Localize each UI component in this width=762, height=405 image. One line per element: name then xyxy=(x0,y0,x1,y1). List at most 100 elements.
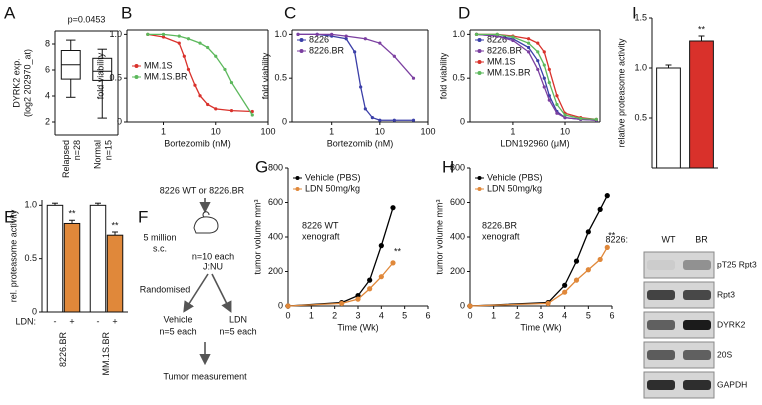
point xyxy=(353,50,357,54)
legend-marker xyxy=(477,60,482,64)
point xyxy=(594,117,598,121)
x-tick-label: 3 xyxy=(538,310,543,320)
panel-letter: E xyxy=(4,207,15,226)
x-tick-label: n=28 xyxy=(72,140,82,160)
series-line xyxy=(469,247,608,307)
diagram-text: n=5 each xyxy=(219,326,256,336)
blot-label: 20S xyxy=(717,349,732,359)
y-axis-label: fold viability xyxy=(95,52,105,99)
y-tick-label: 0 xyxy=(278,300,283,310)
point xyxy=(526,37,531,41)
legend-label: + xyxy=(69,316,74,326)
y-tick-label: 200 xyxy=(450,266,465,276)
x-tick-label: BR xyxy=(695,234,708,244)
point xyxy=(555,102,559,107)
point xyxy=(206,45,210,50)
panel-letter: G xyxy=(255,157,268,176)
point xyxy=(555,94,559,98)
legend-label: 8226.BR xyxy=(309,45,345,55)
point xyxy=(547,98,551,102)
x-tick-label: 6 xyxy=(609,310,614,320)
x-tick-label: 100 xyxy=(420,126,435,136)
y-tick-label: 1.0 xyxy=(24,200,37,210)
point xyxy=(563,113,567,117)
x-axis-label: Bortezomib (nM) xyxy=(327,138,394,148)
diagram-text: n=5 each xyxy=(159,326,196,336)
y-axis-label: (log2 202970_at) xyxy=(22,49,32,117)
point xyxy=(315,32,319,36)
bar xyxy=(46,204,64,313)
point xyxy=(573,277,580,283)
x-tick-label: 1 xyxy=(491,310,496,320)
point xyxy=(229,80,234,85)
point xyxy=(547,67,551,72)
legend-marker xyxy=(477,38,482,42)
point xyxy=(198,94,202,98)
y-tick-label: 0.5 xyxy=(24,253,37,263)
legend-marker xyxy=(134,75,139,79)
bar xyxy=(89,204,107,313)
y-axis-label: rel. proteasome activity xyxy=(8,209,18,302)
legend-label: Vehicle (PBS) xyxy=(305,172,361,182)
diagram-text: LDN xyxy=(229,314,247,324)
legend-marker xyxy=(477,71,482,75)
point xyxy=(392,118,396,122)
diagram-text: n=10 each xyxy=(192,251,234,261)
point xyxy=(411,76,416,80)
arrow xyxy=(211,273,232,313)
x-tick-label: 10 xyxy=(560,126,570,136)
annotation: p=0.0453 xyxy=(68,14,106,24)
x-tick-label: 10 xyxy=(375,126,385,136)
blot-label: Rpt3 xyxy=(717,289,735,299)
diagram-text: J:NU xyxy=(203,261,223,271)
blot-band xyxy=(647,260,675,270)
y-tick-label: 0.5 xyxy=(634,112,647,122)
x-tick-label: MM.1S.BR xyxy=(101,332,111,376)
legend-marker xyxy=(477,176,482,180)
diagram-text: s.c. xyxy=(153,243,167,253)
panel-letter: A xyxy=(4,3,16,22)
legend-marker xyxy=(477,49,482,53)
annotation: xenograft xyxy=(482,231,520,241)
y-tick-label: 0 xyxy=(282,116,287,126)
y-tick-label: 1.5 xyxy=(634,12,647,22)
arrow xyxy=(183,273,209,313)
point xyxy=(214,107,218,111)
point xyxy=(511,38,515,43)
blot-label: pT25 Rpt3 xyxy=(717,259,757,269)
point xyxy=(562,289,568,295)
legend-label: 8226 xyxy=(487,34,507,44)
point xyxy=(536,59,540,63)
legend-title: LDN: xyxy=(15,316,36,326)
y-tick-label: 0 xyxy=(460,300,465,310)
point xyxy=(467,303,473,309)
panel-letter: D xyxy=(458,3,470,22)
point xyxy=(359,85,363,89)
point xyxy=(198,41,202,45)
diagram: F 8226 WT or 8226.BR 5 million s.c. n=10… xyxy=(138,185,257,381)
x-tick-label: WT xyxy=(662,234,676,244)
legend-marker xyxy=(299,38,304,42)
legend-marker xyxy=(134,64,139,68)
diagram-text: Tumor measurement xyxy=(163,371,247,381)
legend-label: 8226.BR xyxy=(487,45,523,55)
point xyxy=(186,67,191,72)
blot-label: GAPDH xyxy=(717,379,747,389)
y-tick-label: 1.0 xyxy=(109,29,122,39)
significance: ** xyxy=(608,231,616,241)
legend-label: MM.1S xyxy=(144,60,173,70)
x-tick-label: 1 xyxy=(161,126,166,136)
point xyxy=(547,80,551,85)
point xyxy=(186,37,191,41)
y-tick-label: 1.0 xyxy=(634,62,647,72)
point xyxy=(474,32,479,36)
blot-band xyxy=(647,350,675,360)
blot-band xyxy=(647,380,675,390)
blot-band xyxy=(647,290,675,300)
y-tick-label: 1.0 xyxy=(274,29,287,39)
x-axis-label: Time (Wk) xyxy=(520,322,561,332)
x-axis-label: Bortezomib (nM) xyxy=(164,138,231,148)
point xyxy=(390,205,396,211)
point xyxy=(526,50,531,54)
point xyxy=(378,41,382,45)
